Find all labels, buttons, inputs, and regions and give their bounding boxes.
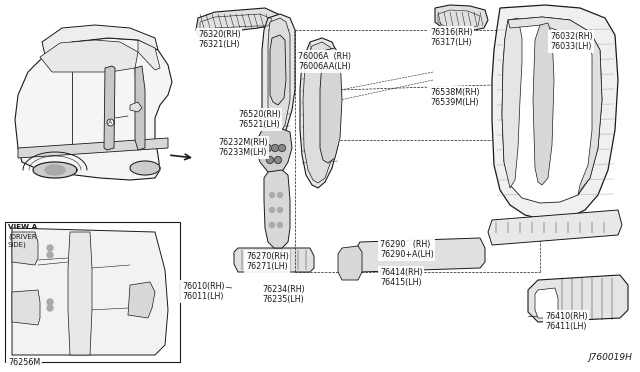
Polygon shape bbox=[12, 232, 38, 265]
Text: SIDE): SIDE) bbox=[8, 241, 27, 247]
Circle shape bbox=[264, 144, 271, 151]
Polygon shape bbox=[33, 162, 77, 178]
Circle shape bbox=[47, 299, 53, 305]
Text: 76316(RH)
76317(LH): 76316(RH) 76317(LH) bbox=[430, 28, 472, 47]
Circle shape bbox=[269, 192, 275, 198]
Polygon shape bbox=[268, 18, 290, 140]
Text: J760019H: J760019H bbox=[588, 353, 632, 362]
Polygon shape bbox=[355, 238, 485, 272]
Circle shape bbox=[269, 208, 275, 212]
Text: 76232M(RH)
76233M(LH): 76232M(RH) 76233M(LH) bbox=[218, 138, 268, 157]
Circle shape bbox=[275, 157, 282, 164]
Polygon shape bbox=[508, 17, 590, 38]
Circle shape bbox=[271, 144, 278, 151]
Text: 76032(RH)
76033(LH): 76032(RH) 76033(LH) bbox=[550, 32, 593, 51]
Text: A: A bbox=[108, 119, 112, 125]
Polygon shape bbox=[40, 40, 138, 72]
Polygon shape bbox=[234, 248, 314, 272]
Polygon shape bbox=[104, 66, 115, 150]
Polygon shape bbox=[138, 40, 160, 70]
Circle shape bbox=[278, 192, 282, 198]
Polygon shape bbox=[492, 5, 618, 220]
Polygon shape bbox=[270, 35, 286, 105]
Text: 76256M: 76256M bbox=[8, 360, 39, 369]
Polygon shape bbox=[435, 5, 488, 32]
Text: VIEW A: VIEW A bbox=[8, 224, 37, 230]
Polygon shape bbox=[68, 232, 92, 355]
Polygon shape bbox=[502, 17, 602, 203]
Polygon shape bbox=[45, 165, 65, 175]
Polygon shape bbox=[488, 210, 622, 245]
Text: 76520(RH)
76521(LH): 76520(RH) 76521(LH) bbox=[238, 110, 281, 129]
Polygon shape bbox=[18, 138, 168, 158]
Polygon shape bbox=[135, 66, 145, 150]
Circle shape bbox=[47, 245, 53, 251]
Text: 76538M(RH)
76539M(LH): 76538M(RH) 76539M(LH) bbox=[430, 88, 479, 108]
Polygon shape bbox=[42, 25, 158, 55]
Polygon shape bbox=[12, 228, 168, 355]
Polygon shape bbox=[12, 290, 40, 325]
Text: (DRIVER: (DRIVER bbox=[8, 233, 36, 240]
Polygon shape bbox=[15, 38, 172, 180]
Text: 76414(RH)
76415(LH): 76414(RH) 76415(LH) bbox=[380, 268, 422, 288]
Polygon shape bbox=[264, 170, 290, 248]
Text: 76290   (RH)
76290+A(LH): 76290 (RH) 76290+A(LH) bbox=[380, 240, 434, 259]
Text: 76010(RH)
76011(LH): 76010(RH) 76011(LH) bbox=[182, 282, 225, 301]
Polygon shape bbox=[128, 282, 155, 318]
Circle shape bbox=[47, 305, 53, 311]
Polygon shape bbox=[196, 8, 278, 38]
Polygon shape bbox=[320, 48, 342, 163]
Circle shape bbox=[278, 208, 282, 212]
Bar bbox=[5, 222, 180, 362]
Text: 76256M: 76256M bbox=[8, 358, 40, 367]
Text: 76410(RH)
76411(LH): 76410(RH) 76411(LH) bbox=[545, 312, 588, 331]
Polygon shape bbox=[533, 23, 554, 185]
Circle shape bbox=[47, 252, 53, 258]
Polygon shape bbox=[255, 128, 292, 175]
Polygon shape bbox=[130, 161, 160, 175]
Circle shape bbox=[266, 157, 273, 164]
Polygon shape bbox=[535, 288, 558, 318]
Text: 76234(RH)
76235(LH): 76234(RH) 76235(LH) bbox=[262, 285, 305, 304]
Polygon shape bbox=[528, 275, 628, 322]
Polygon shape bbox=[300, 38, 340, 188]
Text: 76006A  (RH)
76006AA(LH): 76006A (RH) 76006AA(LH) bbox=[298, 52, 351, 71]
Text: 76320(RH)
76321(LH): 76320(RH) 76321(LH) bbox=[198, 30, 241, 49]
Circle shape bbox=[269, 222, 275, 228]
Polygon shape bbox=[262, 14, 295, 145]
Polygon shape bbox=[338, 246, 362, 280]
Polygon shape bbox=[502, 18, 522, 188]
Text: 76270(RH)
76271(LH): 76270(RH) 76271(LH) bbox=[246, 252, 289, 272]
Polygon shape bbox=[578, 32, 602, 195]
Circle shape bbox=[278, 144, 285, 151]
Circle shape bbox=[278, 222, 282, 228]
Polygon shape bbox=[130, 102, 142, 112]
Polygon shape bbox=[303, 42, 335, 183]
